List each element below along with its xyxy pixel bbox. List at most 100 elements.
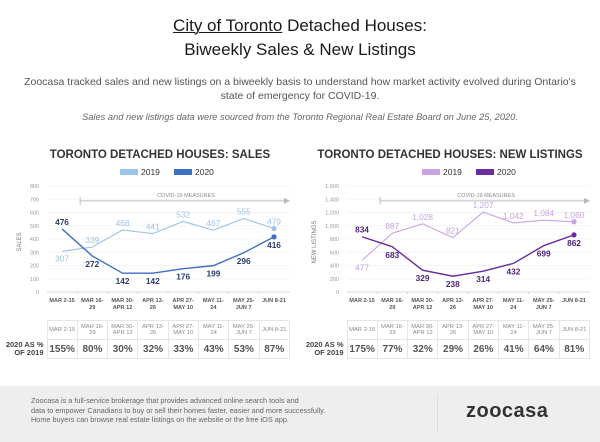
page-title-city: City of Toronto — [173, 16, 283, 35]
data-label-2020: 176 — [176, 272, 190, 282]
source-note: Sales and new listings data were sourced… — [82, 112, 518, 122]
series-line-2020 — [361, 234, 575, 277]
x-tick-label: APR 13- — [442, 298, 464, 304]
data-label-2020: 416 — [267, 240, 281, 250]
data-label-2019: 339 — [85, 235, 99, 245]
table-header-cell: MAY 25- JUN 7 — [228, 320, 260, 340]
data-label-2020: 432 — [507, 266, 521, 276]
x-tick-label: JUN 8-21 — [562, 298, 586, 304]
x-tick-label: MAY 25- — [233, 298, 255, 304]
y-tick-label: 300 — [30, 250, 39, 256]
table-value-cell: 81% — [558, 339, 590, 359]
series-end-point-2019 — [571, 219, 577, 225]
x-tick-label: 24 — [510, 305, 517, 311]
table-header-cell: APR 13- 26 — [137, 320, 169, 340]
table-value-cell: 32% — [137, 339, 169, 359]
y-tick-label: 0 — [36, 290, 39, 296]
table-header-cell: MAR 30- APR 12 — [107, 320, 139, 340]
table-header-cell: APR 27- MAY 10 — [467, 320, 499, 340]
legend-label-2019: 2019 — [141, 167, 160, 177]
footer-line: Home buyers can browse real estate listi… — [31, 415, 289, 424]
legend-swatch-2019 — [120, 169, 138, 175]
table-row-label: 2020 AS % OF 2019 — [305, 340, 344, 357]
listings-chart: 2019 2020 0 200 400 600 800 1,000 1,200 1,400 1,60… — [312, 167, 590, 311]
data-label-2020: 314 — [476, 274, 490, 284]
y-tick-label: 800 — [330, 237, 339, 243]
data-label-2019: 467 — [207, 218, 221, 228]
table-value-cell: 155% — [46, 339, 78, 359]
data-label-2020: 296 — [237, 256, 251, 266]
table-header-cell: APR 13- 26 — [437, 320, 469, 340]
legend-label-2020: 2020 — [195, 167, 214, 177]
table-header-cell: MAY 25- JUN 7 — [528, 320, 560, 340]
x-tick-label: MAR 30- — [411, 298, 434, 304]
table-value-cell: 30% — [107, 339, 139, 359]
x-tick-label: MAY 10 — [473, 305, 493, 311]
data-label-2020: 142 — [146, 276, 160, 286]
data-label-2020: 834 — [355, 225, 369, 235]
legend-label-2020: 2020 — [497, 167, 516, 177]
table-header-cell: MAR 2-15 — [346, 320, 378, 340]
y-tick-label: 1,600 — [325, 184, 339, 190]
x-tick-label: 24 — [210, 305, 217, 311]
intro-text: Zoocasa tracked sales and new listings o… — [24, 76, 576, 102]
x-tick-label: MAY 25- — [533, 298, 555, 304]
table-header-cell: MAY 11- 24 — [197, 320, 230, 340]
table-header-cell: JUN 8-21 — [258, 320, 290, 340]
sales-chart-title: TORONTO DETACHED HOUSES: SALES — [49, 149, 271, 161]
page-title-line1: City of Toronto Detached Houses: — [0, 14, 600, 37]
x-tick-label: JUN 7 — [536, 305, 552, 311]
data-label-2020: 238 — [446, 279, 460, 289]
data-label-2019: 479 — [267, 217, 281, 227]
x-tick-label: MAY 10 — [173, 305, 193, 311]
annotation-label: COVID-19 MEASURES — [157, 193, 215, 199]
table-header-cell: JUN 8-21 — [558, 320, 590, 340]
y-axis-label: NEW LISTINGS — [312, 220, 318, 263]
table-value-cell: 41% — [497, 339, 530, 359]
table-value-cell: 33% — [167, 339, 199, 359]
data-label-2020: 476 — [55, 217, 69, 227]
series-line-2019 — [61, 217, 275, 252]
x-tick-label: MAY 11- — [203, 298, 224, 304]
table-value-cell: 175% — [346, 339, 378, 359]
y-tick-label: 1,200 — [325, 211, 339, 217]
footer-text: Zoocasa is a full-service brokerage that… — [31, 396, 421, 425]
y-tick-label: 200 — [330, 277, 339, 283]
table-header-cell: MAY 11- 24 — [497, 320, 530, 340]
series-line-2019 — [361, 211, 575, 261]
data-label-2020: 862 — [567, 238, 581, 248]
zoocasa-logo[interactable]: zoocasa — [466, 400, 549, 422]
data-label-2020: 683 — [385, 250, 399, 260]
x-tick-label: 29 — [89, 305, 95, 311]
y-tick-label: 200 — [30, 264, 39, 270]
table-corner — [300, 321, 347, 340]
page-title-line2: Biweekly Sales & New Listings — [184, 40, 416, 59]
table-value-cell: 53% — [228, 339, 260, 359]
y-tick-label: 100 — [30, 277, 39, 283]
legend: 2019 2020 — [120, 167, 214, 177]
y-tick-label: 500 — [30, 224, 39, 230]
table-value-cell: 29% — [437, 339, 469, 359]
table-header-cell: APR 27- MAY 10 — [167, 320, 199, 340]
sales-pct-table: MAR 2-15 MAR 16- 29 MAR 30- APR 12 APR 13- 26 A… — [0, 320, 290, 359]
y-tick-label: 1,000 — [325, 224, 339, 230]
y-tick-label: 800 — [30, 184, 39, 190]
y-tick-label: 600 — [330, 250, 339, 256]
y-tick-label: 400 — [30, 237, 39, 243]
annotation-label: COVID-19 MEASURES — [457, 193, 515, 199]
annotation-arrowhead — [284, 197, 290, 204]
page-title-rest: Detached Houses: — [282, 16, 427, 35]
x-tick-label: 29 — [389, 305, 395, 311]
table-header-cell: MAR 16- 29 — [376, 320, 409, 340]
series-end-point-2020 — [271, 234, 277, 240]
legend-swatch-2019 — [422, 169, 440, 175]
x-tick-label: APR 12 — [413, 305, 433, 311]
x-tick-label: JUN 8-21 — [262, 298, 286, 304]
table-header-cell: MAR 2-15 — [46, 320, 78, 340]
table-header-cell: MAR 30- APR 12 — [407, 320, 439, 340]
data-label-2019: 887 — [385, 221, 399, 231]
x-tick-label: MAR 2-15 — [349, 298, 375, 304]
legend: 2019 2020 — [422, 167, 516, 177]
y-tick-label: 600 — [30, 211, 39, 217]
x-tick-label: MAY 11- — [503, 298, 524, 304]
